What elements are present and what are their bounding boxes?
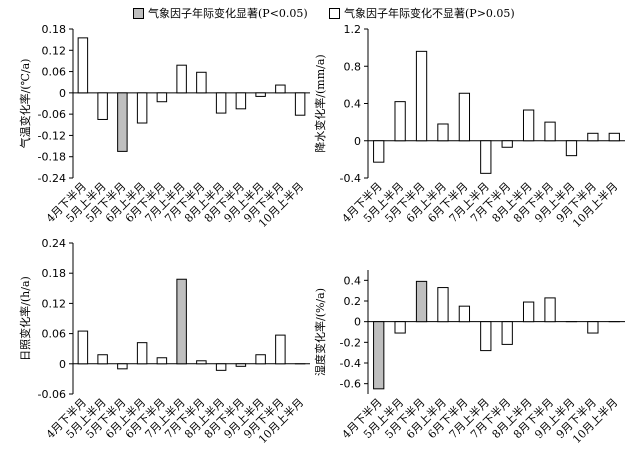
y-tick-label: -0.4 xyxy=(340,172,361,185)
bar xyxy=(196,71,207,94)
bar xyxy=(415,50,428,142)
bar xyxy=(117,363,128,370)
chart-panel-4: 0.40.20-0.2-0.4-0.64月下半月5月上半月5月下半月6月上半月6… xyxy=(313,270,625,446)
y-tick-label: 0.18 xyxy=(42,267,67,280)
y-tick-label: 0.12 xyxy=(42,297,67,310)
bar xyxy=(587,132,599,142)
y-tick-label: 0.18 xyxy=(42,23,67,36)
y-axis-title: 降水变化率/(mm/a) xyxy=(313,54,327,152)
bar xyxy=(394,101,406,142)
bar xyxy=(608,132,620,142)
y-tick-label: 0.06 xyxy=(42,328,67,341)
bar xyxy=(215,92,227,114)
y-axis-title: 湿度变化率/(%/a) xyxy=(313,288,327,376)
bar xyxy=(373,140,385,163)
bar xyxy=(501,321,513,345)
bar xyxy=(235,92,247,110)
bar xyxy=(215,363,227,371)
y-tick-label: -0.06 xyxy=(38,108,66,121)
bar xyxy=(522,301,535,323)
chart-panel-1: 0.180.120.060-0.06-0.12-0.18-0.244月下半月5月… xyxy=(18,23,310,230)
legend-swatch-not-significant xyxy=(329,7,340,19)
bar xyxy=(415,280,428,323)
bar xyxy=(156,357,168,365)
bar xyxy=(77,330,89,365)
y-tick-label: 0.8 xyxy=(344,60,362,73)
bar xyxy=(97,354,108,365)
bar xyxy=(156,92,168,103)
y-tick-label: -0.06 xyxy=(38,388,66,401)
legend-label-not-significant: 气象因子年际变化不显著(P>0.05) xyxy=(344,7,515,20)
y-tick-label: -0.18 xyxy=(38,151,66,164)
bar xyxy=(136,342,148,365)
y-tick-label: 0.24 xyxy=(42,237,67,250)
legend-item-not-significant: 气象因子年际变化不显著(P>0.05) xyxy=(329,6,515,20)
bar xyxy=(522,109,535,142)
bar xyxy=(437,287,449,323)
bar xyxy=(458,305,471,323)
legend-label-significant: 气象因子年际变化显著(P<0.05) xyxy=(148,7,308,20)
bar xyxy=(176,278,187,365)
bar xyxy=(196,360,207,365)
bar xyxy=(458,92,471,142)
bar xyxy=(394,321,406,334)
y-tick-label: 0.06 xyxy=(42,66,67,79)
y-tick-label: 0.4 xyxy=(344,98,362,111)
bar xyxy=(255,92,266,97)
bar xyxy=(480,140,492,174)
bar xyxy=(480,321,492,352)
bar xyxy=(275,84,286,94)
legend: 气象因子年际变化显著(P<0.05) 气象因子年际变化不显著(P>0.05) xyxy=(0,0,642,24)
y-tick-label: -0.6 xyxy=(340,378,361,391)
bar xyxy=(97,92,108,120)
bar xyxy=(565,140,578,157)
bar xyxy=(117,92,128,152)
y-tick-label: -0.24 xyxy=(38,172,66,185)
bar xyxy=(501,140,513,148)
y-tick-label: 0 xyxy=(354,316,361,329)
bar xyxy=(373,321,385,390)
y-tick-label: -0.4 xyxy=(340,357,361,370)
chart-panel-3: 0.240.180.120.060-0.064月下半月5月上半月5月下半月6月上… xyxy=(18,237,310,446)
bar xyxy=(235,363,247,367)
legend-swatch-significant xyxy=(133,7,144,19)
bar xyxy=(176,64,187,94)
y-axis-title: 日照变化率/(h/a) xyxy=(18,276,32,361)
y-axis-title: 气温变化率/(℃/a) xyxy=(18,59,32,149)
y-tick-label: 0.2 xyxy=(344,295,362,308)
y-tick-label: 0.4 xyxy=(344,274,362,287)
y-tick-label: 0.12 xyxy=(42,44,67,57)
bar xyxy=(275,334,286,365)
bar xyxy=(544,121,556,142)
bar xyxy=(294,92,306,116)
y-tick-label: 0 xyxy=(354,135,361,148)
bar xyxy=(544,297,556,323)
bar xyxy=(587,321,599,334)
y-tick-label: 1.2 xyxy=(344,23,362,36)
chart-panel-2: 1.20.80.40-0.44月下半月5月上半月5月下半月6月上半月6月下半月7… xyxy=(313,23,625,230)
y-tick-label: 0 xyxy=(59,358,66,371)
bar xyxy=(255,354,266,365)
bar xyxy=(136,92,148,124)
bar xyxy=(77,37,89,94)
y-tick-label: 0 xyxy=(59,87,66,100)
y-tick-label: -0.2 xyxy=(340,336,361,349)
y-tick-label: -0.12 xyxy=(38,129,66,142)
bar xyxy=(437,123,449,142)
legend-item-significant: 气象因子年际变化显著(P<0.05) xyxy=(133,6,308,20)
